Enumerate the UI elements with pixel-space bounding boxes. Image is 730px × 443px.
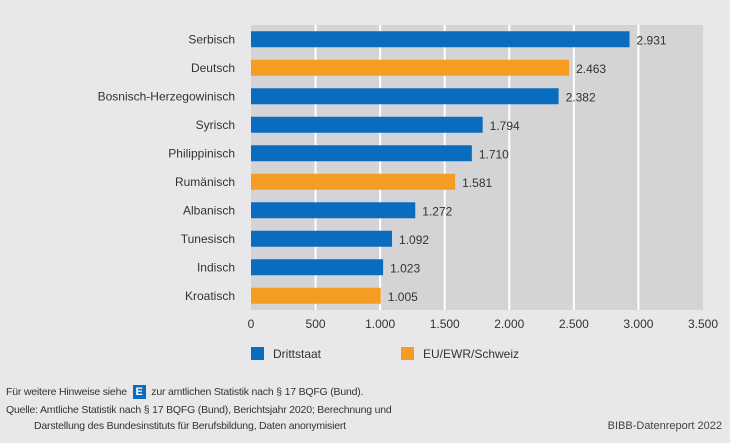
- x-tick-label: 1.000: [365, 317, 395, 331]
- bar: [251, 88, 559, 105]
- footnote-hint-prefix: Für weitere Hinweise siehe: [6, 385, 127, 398]
- data-label: 2.931: [637, 33, 667, 47]
- data-label: 1.710: [479, 147, 509, 161]
- data-label: 1.581: [462, 176, 492, 190]
- x-tick-label: 2.500: [559, 317, 589, 331]
- data-label: 1.005: [388, 290, 418, 304]
- explanation-badge-icon[interactable]: E: [132, 385, 146, 399]
- bar: [251, 230, 393, 247]
- category-label: Philippinisch: [168, 146, 235, 160]
- category-label: Syrisch: [196, 118, 235, 132]
- bar: [251, 59, 570, 76]
- x-tick-label: 500: [306, 317, 326, 331]
- bar-chart: 0 500 1.000 1.500 2.000 2.500 3.000 3.500 Serbis…: [98, 25, 718, 361]
- data-label: 2.382: [566, 90, 596, 104]
- category-label: Tunesisch: [181, 232, 235, 246]
- data-label: 2.463: [576, 62, 606, 76]
- data-label: 1.023: [390, 261, 420, 275]
- bar: [251, 31, 630, 48]
- legend-label: EU/EWR/Schweiz: [423, 347, 519, 361]
- category-label: Serbisch: [188, 32, 235, 46]
- x-tick-label: 3.000: [623, 317, 653, 331]
- brand-label: BIBB-Datenreport 2022: [607, 420, 722, 432]
- category-label: Deutsch: [191, 61, 235, 75]
- category-label: Rumänisch: [175, 175, 235, 189]
- x-tick-label: 2.000: [494, 317, 524, 331]
- x-tick-label: 3.500: [688, 317, 718, 331]
- data-label: 1.272: [422, 204, 452, 218]
- bar: [251, 259, 384, 276]
- x-tick-label: 0: [248, 317, 255, 331]
- x-tick-label: 1.500: [430, 317, 460, 331]
- data-label: 1.794: [490, 119, 520, 133]
- footnote-hint: Für weitere Hinweise siehe E zur amtlich…: [6, 385, 363, 399]
- category-label: Albanisch: [183, 203, 235, 217]
- footnote-hint-suffix: zur amtlichen Statistik nach § 17 BQFG (…: [151, 385, 364, 398]
- bar: [251, 145, 472, 162]
- legend-swatch: [401, 347, 414, 360]
- source-line-2: Darstellung des Bundesinstituts für Beru…: [34, 420, 346, 432]
- data-label: 1.092: [399, 233, 429, 247]
- bar: [251, 173, 456, 190]
- category-label: Kroatisch: [185, 289, 235, 303]
- category-label: Bosnisch-Herzegowinisch: [98, 89, 235, 103]
- legend-swatch: [251, 347, 264, 360]
- bar: [251, 202, 416, 219]
- bar: [251, 116, 483, 133]
- source-line-1: Quelle: Amtliche Statistik nach § 17 BQF…: [6, 404, 392, 416]
- bar: [251, 287, 381, 304]
- legend-label: Drittstaat: [273, 347, 322, 361]
- category-label: Indisch: [197, 260, 235, 274]
